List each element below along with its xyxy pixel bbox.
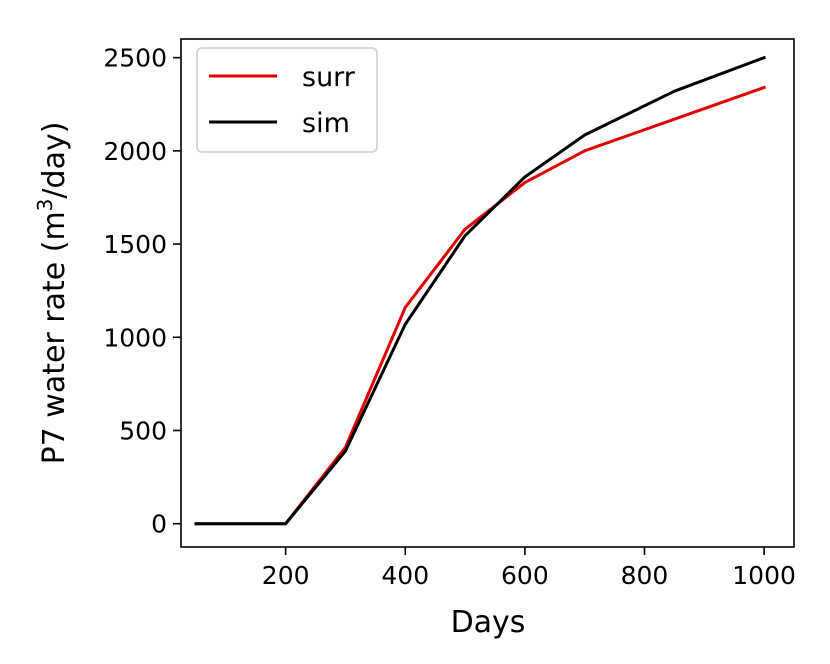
series-line-sim (194, 55, 767, 526)
plot-frame (180, 38, 795, 548)
y-tick-label-500: 500 (119, 416, 167, 445)
series-layer (194, 55, 767, 526)
y-tick-label-1000: 1000 (103, 323, 167, 352)
y-axis-label-prefix: P7 water rate (m (37, 211, 72, 464)
legend-label-sim: sim (302, 108, 350, 139)
x-tick-label-600: 600 (501, 561, 549, 590)
legend: surr sim (196, 47, 378, 153)
legend-box (196, 47, 378, 153)
series-line-surr (194, 85, 767, 526)
x-axis-label: Days (451, 605, 526, 640)
x-tick-label-1000: 1000 (732, 561, 796, 590)
x-tick-label-400: 400 (381, 561, 429, 590)
y-axis-label-suffix: /day) (37, 122, 72, 199)
x-tick-label-800: 800 (621, 561, 669, 590)
y-tick-label-0: 0 (151, 510, 167, 539)
y-axis-ticks: 0 500 1000 1500 2000 2500 (103, 44, 181, 539)
x-axis-ticks: 200 400 600 800 1000 (262, 547, 796, 590)
y-axis-label: P7 water rate (m3/day) (33, 122, 72, 465)
y-tick-label-2500: 2500 (103, 44, 167, 73)
y-tick-label-1500: 1500 (103, 230, 167, 259)
y-tick-label-2000: 2000 (103, 137, 167, 166)
y-axis-label-superscript: 3 (33, 199, 57, 212)
x-tick-label-200: 200 (262, 561, 310, 590)
legend-label-surr: surr (302, 62, 356, 93)
